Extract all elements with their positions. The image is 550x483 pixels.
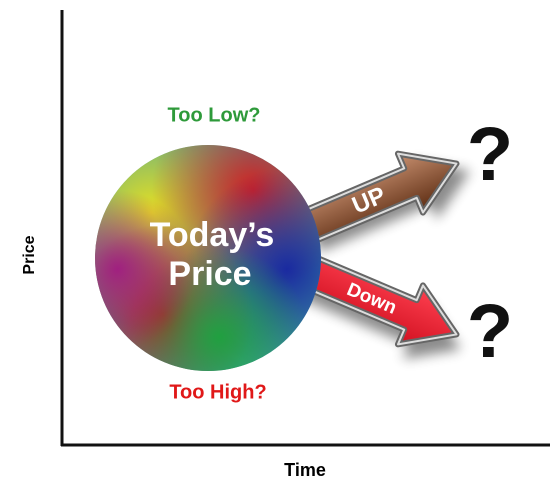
x-axis-label: Time: [284, 460, 326, 480]
outcome: ?: [467, 289, 513, 374]
outcome: ?: [467, 112, 513, 197]
diagram: Price Time UP Down Today’s Price Too Low…: [0, 0, 550, 483]
circle-text: Today’s: [150, 216, 275, 254]
bottom-label: Too High?: [169, 381, 266, 403]
top-label: Too Low?: [168, 104, 261, 126]
price-circle: Today’s Price: [95, 145, 321, 371]
y-axis-label: Price: [21, 235, 38, 274]
circle-text: Price: [168, 255, 251, 293]
